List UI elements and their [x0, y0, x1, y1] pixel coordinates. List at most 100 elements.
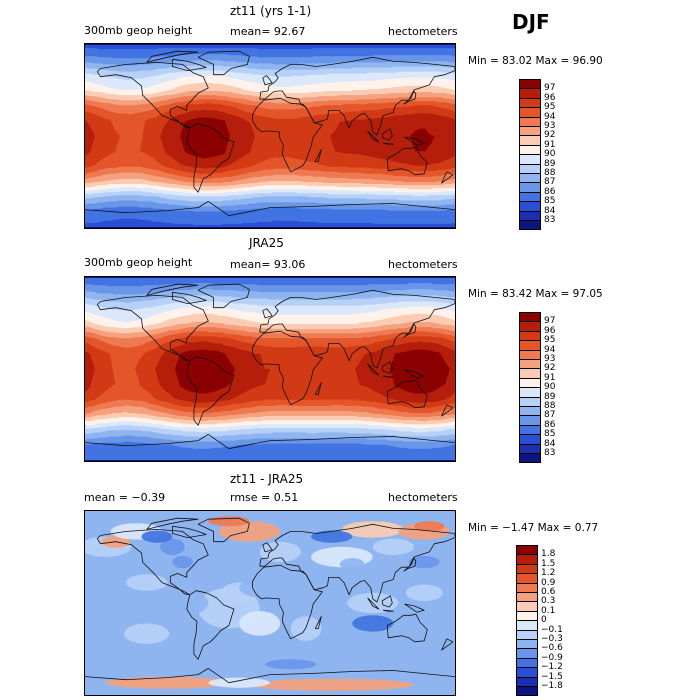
colorbar-label: 90 [544, 149, 556, 160]
anomaly-patch [177, 592, 209, 614]
anomaly-patch [264, 659, 317, 670]
colorbar-label: 91 [544, 372, 556, 383]
anomaly-patch [372, 538, 414, 555]
colorbar-label: 85 [544, 196, 556, 207]
colorbar-swatch [519, 453, 541, 464]
colorbar-label: 97 [544, 316, 556, 327]
colorbar-label: 93 [544, 121, 556, 131]
colorbar-label: 1.5 [541, 558, 556, 569]
colorbar-label: 91 [544, 139, 556, 150]
anomaly-patch [339, 558, 365, 571]
panel3-minmax: Min = −1.47 Max = 0.77 [468, 522, 599, 534]
colorbar-label: −1.2 [541, 662, 563, 673]
colorbar-label: 88 [544, 168, 556, 178]
colorbar-label: 92 [544, 130, 556, 141]
colorbar-label: 83 [544, 448, 556, 458]
anomaly-patch [342, 521, 404, 538]
colorbar-label: 87 [544, 410, 556, 421]
anomaly-patch [105, 676, 229, 689]
colorbar-label: 90 [544, 382, 556, 393]
panel2-title: JRA25 [249, 236, 284, 250]
colorbar-label: 1.2 [541, 568, 556, 579]
colorbar-label: 0.6 [541, 587, 556, 597]
anomaly-patch [352, 615, 394, 632]
anomaly-patch [405, 584, 443, 601]
anomaly-patch [160, 538, 185, 555]
anomaly-patch [218, 521, 281, 542]
coastline [85, 50, 455, 217]
colorbar-label: 86 [544, 419, 556, 430]
anomaly-patch [321, 633, 404, 655]
colorbar-label: −1.8 [541, 681, 563, 691]
panel3-mean: mean = −0.39 [84, 491, 166, 504]
colorbar-label: −1.5 [541, 671, 563, 682]
panel1-minmax: Min = 83.02 Max = 96.90 [468, 55, 603, 67]
colorbar-label: 89 [544, 391, 556, 402]
colorbar-label: 95 [544, 335, 556, 346]
colorbar-label: 96 [544, 325, 556, 336]
panel3-rmse: rmse = 0.51 [230, 491, 299, 504]
colorbar-swatch [516, 686, 538, 697]
anomaly-patch [239, 577, 291, 598]
panel1-map [84, 43, 456, 229]
colorbar-label: −0.1 [541, 624, 563, 635]
coastline [85, 283, 455, 450]
panel2-map [84, 276, 456, 462]
colorbar-label: 87 [544, 177, 556, 188]
colorbar-label: 92 [544, 363, 556, 374]
anomaly-patch [239, 611, 281, 636]
anomaly-patch [124, 623, 170, 644]
colorbar-label: −0.9 [541, 652, 563, 663]
anomaly-patch [249, 678, 414, 691]
colorbar-label: 83 [544, 215, 556, 225]
anomaly-patch [208, 516, 250, 527]
colorbar-label: 0.3 [541, 596, 556, 607]
colorbar-label: 97 [544, 83, 556, 94]
anomaly-patch [100, 651, 132, 668]
panel3-units: hectometers [388, 491, 458, 504]
colorbar-label: 0 [541, 615, 547, 626]
panel2-mean: mean= 93.06 [230, 258, 306, 271]
colorbar-label: 94 [544, 111, 556, 122]
panel1-units: hectometers [388, 25, 458, 38]
colorbar-label: 93 [544, 354, 556, 364]
anomaly-patch [413, 521, 445, 532]
colorbar-label: −0.6 [541, 643, 563, 654]
anomaly-patch [187, 633, 229, 655]
colorbar-swatch [519, 220, 541, 231]
contour-band-97 [85, 349, 455, 394]
colorbar-label: 96 [544, 92, 556, 103]
colorbar-label: 0.9 [541, 577, 556, 588]
anomaly-patch [141, 530, 173, 543]
anomaly-patch [408, 556, 440, 569]
season-label: DJF [512, 10, 550, 34]
colorbar-label: 89 [544, 158, 556, 169]
contour-band-96 [85, 109, 455, 169]
panel1-title: zt11 (yrs 1-1) [230, 4, 312, 18]
anomaly-patch [172, 556, 193, 569]
panel2-minmax: Min = 83.42 Max = 97.05 [468, 288, 603, 300]
panel1-variable: 300mb geop height [84, 24, 193, 37]
colorbar-label: 86 [544, 186, 556, 197]
panel3-map [84, 510, 456, 696]
anomaly-patch [208, 677, 270, 688]
panel2-units: hectometers [388, 258, 458, 271]
anomaly-patch [234, 633, 306, 655]
panel1-mean: mean= 92.67 [230, 25, 306, 38]
coastline [85, 517, 455, 684]
colorbar-label: −0.3 [541, 634, 563, 644]
anomaly-patch [126, 574, 168, 591]
anomaly-patch [311, 530, 353, 543]
colorbar-label: 0.1 [541, 605, 556, 616]
colorbar-label: 95 [544, 102, 556, 113]
contour-band-96 [85, 341, 455, 403]
colorbar-label: 84 [544, 438, 556, 449]
colorbar-label: 88 [544, 401, 556, 411]
colorbar-label: 84 [544, 205, 556, 216]
colorbar-label: 85 [544, 429, 556, 440]
colorbar-label: 94 [544, 344, 556, 355]
panel2-variable: 300mb geop height [84, 256, 193, 269]
panel3-title: zt11 - JRA25 [230, 472, 304, 486]
anomaly-patch [403, 651, 445, 668]
colorbar-label: 1.8 [541, 549, 556, 560]
